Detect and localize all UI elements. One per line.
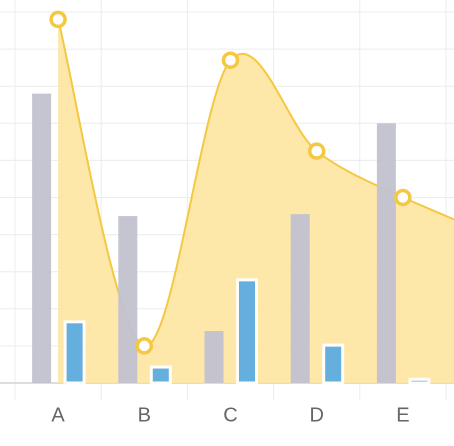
bar [236, 278, 258, 385]
point [49, 10, 67, 29]
bar [204, 331, 224, 383]
point [394, 188, 412, 207]
bar [32, 93, 52, 384]
area [58, 19, 454, 383]
bar [376, 123, 396, 384]
x-tick-label: A [51, 404, 65, 426]
point [135, 337, 154, 355]
point [307, 142, 326, 160]
bar [290, 214, 310, 383]
x-tick-label: B [138, 404, 151, 426]
x-tick-label: D [309, 404, 323, 426]
x-tick-label: C [223, 404, 237, 426]
point [221, 51, 240, 69]
bar [408, 377, 431, 385]
bar [118, 216, 138, 383]
bar [149, 365, 172, 385]
x-tick-label: E [396, 404, 409, 426]
bar [63, 320, 86, 385]
bar [322, 343, 345, 385]
